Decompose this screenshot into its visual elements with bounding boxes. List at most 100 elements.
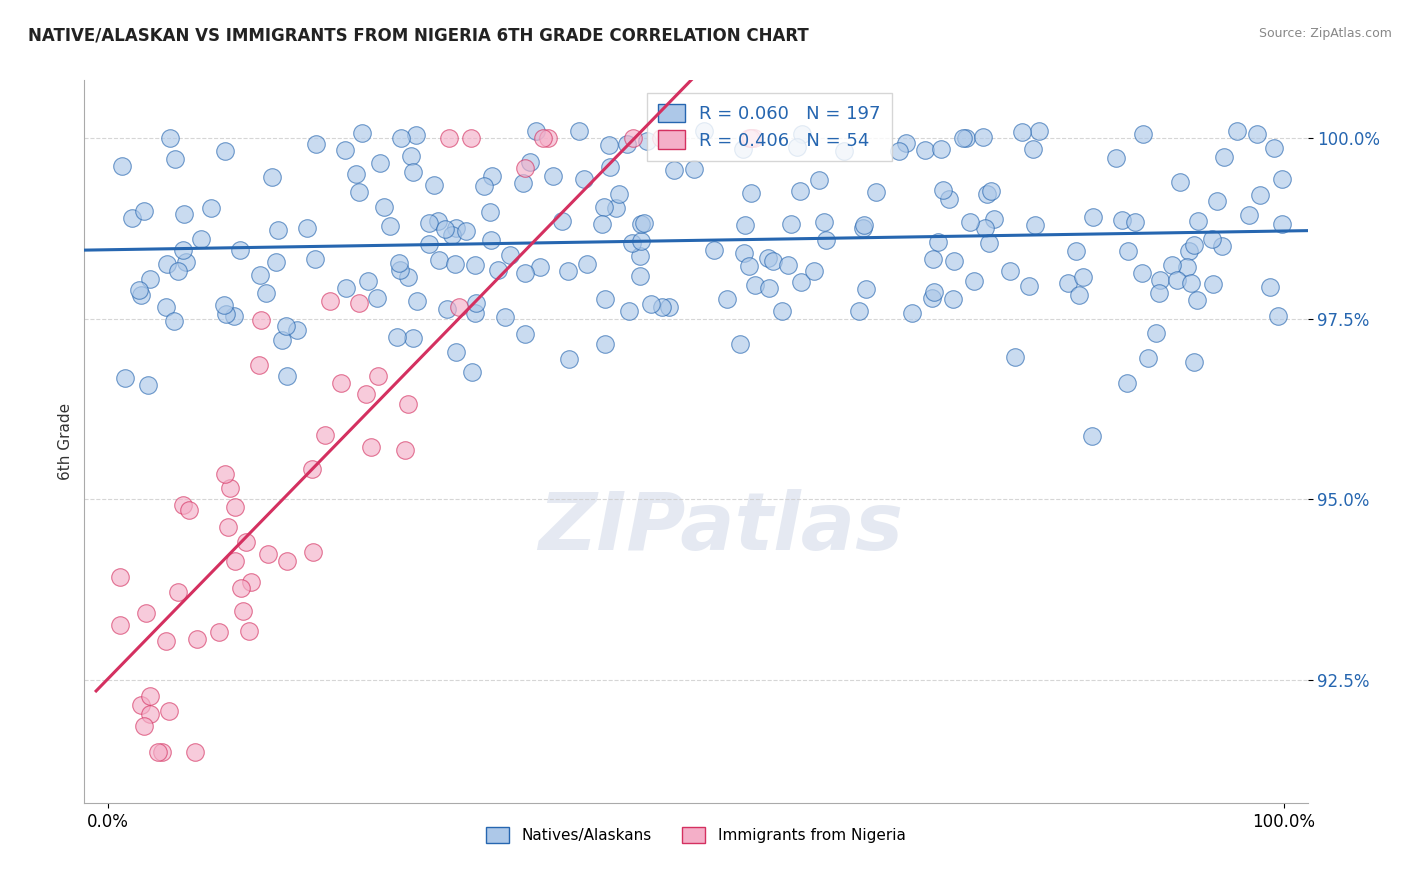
- Point: [129, 698, 152, 712]
- Point: [655, 131, 678, 145]
- Point: [1064, 244, 1087, 258]
- Point: [479, 205, 502, 219]
- Point: [664, 163, 686, 178]
- Point: [1160, 259, 1182, 273]
- Point: [599, 160, 621, 174]
- Point: [335, 280, 357, 294]
- Y-axis label: 6th Grade: 6th Grade: [58, 403, 73, 480]
- Point: [623, 131, 645, 145]
- Point: [276, 319, 298, 334]
- Point: [922, 252, 945, 266]
- Point: [1237, 208, 1260, 222]
- Point: [779, 217, 801, 231]
- Point: [163, 313, 186, 327]
- Point: [1201, 232, 1223, 246]
- Point: [1057, 276, 1080, 290]
- Point: [591, 217, 613, 231]
- Point: [190, 232, 212, 246]
- Point: [1024, 219, 1046, 233]
- Point: [790, 127, 813, 141]
- Point: [557, 264, 579, 278]
- Point: [1028, 124, 1050, 138]
- Point: [762, 253, 785, 268]
- Point: [464, 296, 486, 310]
- Point: [513, 161, 536, 175]
- Point: [344, 167, 367, 181]
- Point: [1022, 142, 1045, 156]
- Point: [427, 252, 450, 267]
- Point: [529, 260, 551, 275]
- Point: [394, 443, 416, 458]
- Point: [619, 304, 641, 318]
- Point: [224, 500, 246, 514]
- Point: [733, 246, 755, 260]
- Point: [1182, 355, 1205, 369]
- Point: [347, 185, 370, 199]
- Point: [367, 368, 389, 383]
- Point: [132, 203, 155, 218]
- Point: [314, 428, 336, 442]
- Point: [815, 233, 838, 247]
- Point: [770, 304, 793, 318]
- Point: [177, 502, 200, 516]
- Point: [330, 376, 353, 390]
- Point: [302, 545, 325, 559]
- Point: [172, 498, 194, 512]
- Point: [464, 258, 486, 272]
- Point: [630, 235, 652, 249]
- Point: [138, 689, 160, 703]
- Point: [481, 169, 503, 183]
- Point: [121, 211, 143, 226]
- Point: [155, 301, 177, 315]
- Point: [1081, 428, 1104, 442]
- Point: [389, 130, 412, 145]
- Point: [247, 358, 270, 372]
- Point: [1011, 125, 1033, 139]
- Point: [557, 351, 579, 366]
- Point: [914, 143, 936, 157]
- Point: [740, 186, 762, 200]
- Point: [894, 136, 917, 150]
- Point: [1258, 280, 1281, 294]
- Point: [229, 243, 252, 257]
- Point: [758, 280, 780, 294]
- Point: [651, 300, 673, 314]
- Point: [406, 293, 429, 308]
- Point: [790, 275, 813, 289]
- Point: [976, 186, 998, 201]
- Point: [1213, 150, 1236, 164]
- Point: [955, 131, 977, 145]
- Point: [434, 222, 457, 236]
- Point: [541, 169, 564, 183]
- Point: [184, 745, 207, 759]
- Point: [1067, 288, 1090, 302]
- Point: [572, 172, 595, 186]
- Point: [350, 126, 373, 140]
- Point: [852, 218, 875, 232]
- Point: [519, 155, 541, 169]
- Point: [852, 220, 875, 235]
- Point: [249, 313, 271, 327]
- Point: [1211, 239, 1233, 253]
- Point: [207, 625, 229, 640]
- Point: [176, 254, 198, 268]
- Point: [148, 745, 170, 759]
- Point: [214, 144, 236, 158]
- Point: [380, 219, 402, 234]
- Point: [1125, 215, 1147, 229]
- Point: [1000, 264, 1022, 278]
- Point: [1267, 310, 1289, 324]
- Point: [640, 296, 662, 310]
- Point: [865, 185, 887, 199]
- Point: [232, 604, 254, 618]
- Point: [1202, 277, 1225, 291]
- Point: [464, 305, 486, 319]
- Point: [254, 286, 277, 301]
- Point: [512, 177, 534, 191]
- Point: [1178, 244, 1201, 259]
- Point: [134, 719, 156, 733]
- Point: [360, 441, 382, 455]
- Point: [235, 535, 257, 549]
- Point: [1071, 270, 1094, 285]
- Point: [1130, 266, 1153, 280]
